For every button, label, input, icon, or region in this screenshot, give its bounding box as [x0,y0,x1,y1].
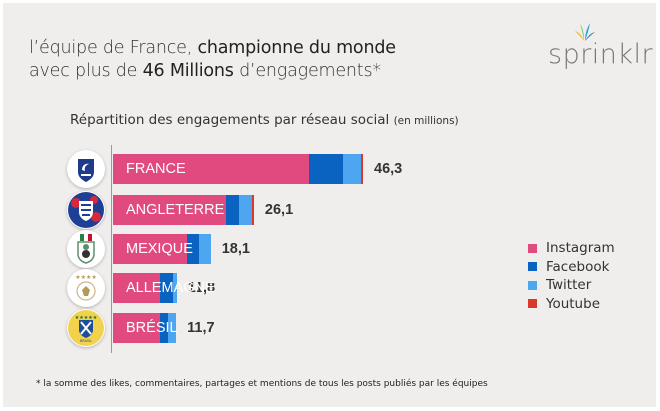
legend-item-instagram: Instagram [528,239,615,258]
subtitle-unit: (en millions) [393,115,459,127]
svg-text:★★★★: ★★★★ [75,274,97,281]
bar-value-label: 46,3 [374,161,403,177]
sprinklr-logo: sprinklr [548,22,653,72]
svg-text:BRASIL: BRASIL [80,339,92,343]
sprinklr-logo-icon [575,23,595,41]
bar-category-label: FRANCE [126,161,186,177]
bar-category-label: ANGLETERRE [126,202,225,218]
bar-segment-instagram [113,313,160,343]
bar-segment-twitter [168,313,177,343]
bar-segment-facebook [159,273,173,303]
germany-crest-icon: ★★★★ [67,269,105,307]
bar-category-label: BRÉSIL [126,320,178,336]
england-crest-icon [67,191,105,229]
legend-swatch [528,243,537,253]
legend-swatch [528,262,537,272]
bar-segment-twitter [172,273,177,303]
title-emphasis: 46 Millions [142,61,234,81]
bar-segment-instagram [113,273,160,303]
bar-segment-twitter [238,195,252,225]
legend-label: Youtube [546,295,600,312]
legend-label: Facebook [546,258,610,275]
legend-label: Instagram [546,240,615,257]
legend-item-twitter: Twitter [528,276,615,295]
bar-segment-instagram [113,234,187,264]
bar-segment-instagram [113,195,226,225]
bar-segment-facebook [186,234,199,264]
bar-segment-facebook [159,313,169,343]
bar-segment-instagram [113,154,309,184]
bar-segment-youtube [360,154,363,184]
bar-segment-facebook [225,195,239,225]
bar-category-label: MEXIQUE [126,241,193,257]
logo-text: sprinklr [548,39,654,70]
title-text: avec plus de [29,61,143,81]
legend-swatch [528,299,537,309]
title-emphasis: championne du monde [197,38,396,58]
title-text: d’engagements* [233,61,381,81]
bar-segment-twitter [343,154,361,184]
bar-segment-twitter [198,234,211,264]
legend-item-youtube: Youtube [528,295,615,314]
legend-item-facebook: Facebook [528,258,615,277]
bar-value-label: 18,1 [221,241,250,257]
chart-legend: Instagram Facebook Twitter Youtube [528,239,615,313]
bar-category-label: ALLEMAGNE [126,280,215,296]
bar-value-label: 11,7 [187,320,215,336]
bar-segment-youtube [251,195,254,225]
brazil-crest-icon: ★★★★★ BRASIL [67,309,105,347]
svg-text:★★★★★: ★★★★★ [75,315,98,321]
subtitle-text: Répartition des engagements par réseau s… [70,112,394,128]
chart-subtitle: Répartition des engagements par réseau s… [70,112,459,128]
chart-axis-line [111,145,112,353]
france-crest-icon [67,150,105,188]
bar-segment-facebook [309,154,344,184]
footnote: * la somme des likes, commentaires, part… [36,379,488,389]
legend-swatch [528,280,537,290]
mexico-crest-icon [67,230,105,268]
bar-value-label: 11,8 [187,280,216,296]
page-title: l’équipe de France, championne du monde … [29,37,396,83]
title-text: l’équipe de France, [29,38,198,58]
bar-value-label: 26,1 [264,202,294,218]
legend-label: Twitter [546,277,592,294]
